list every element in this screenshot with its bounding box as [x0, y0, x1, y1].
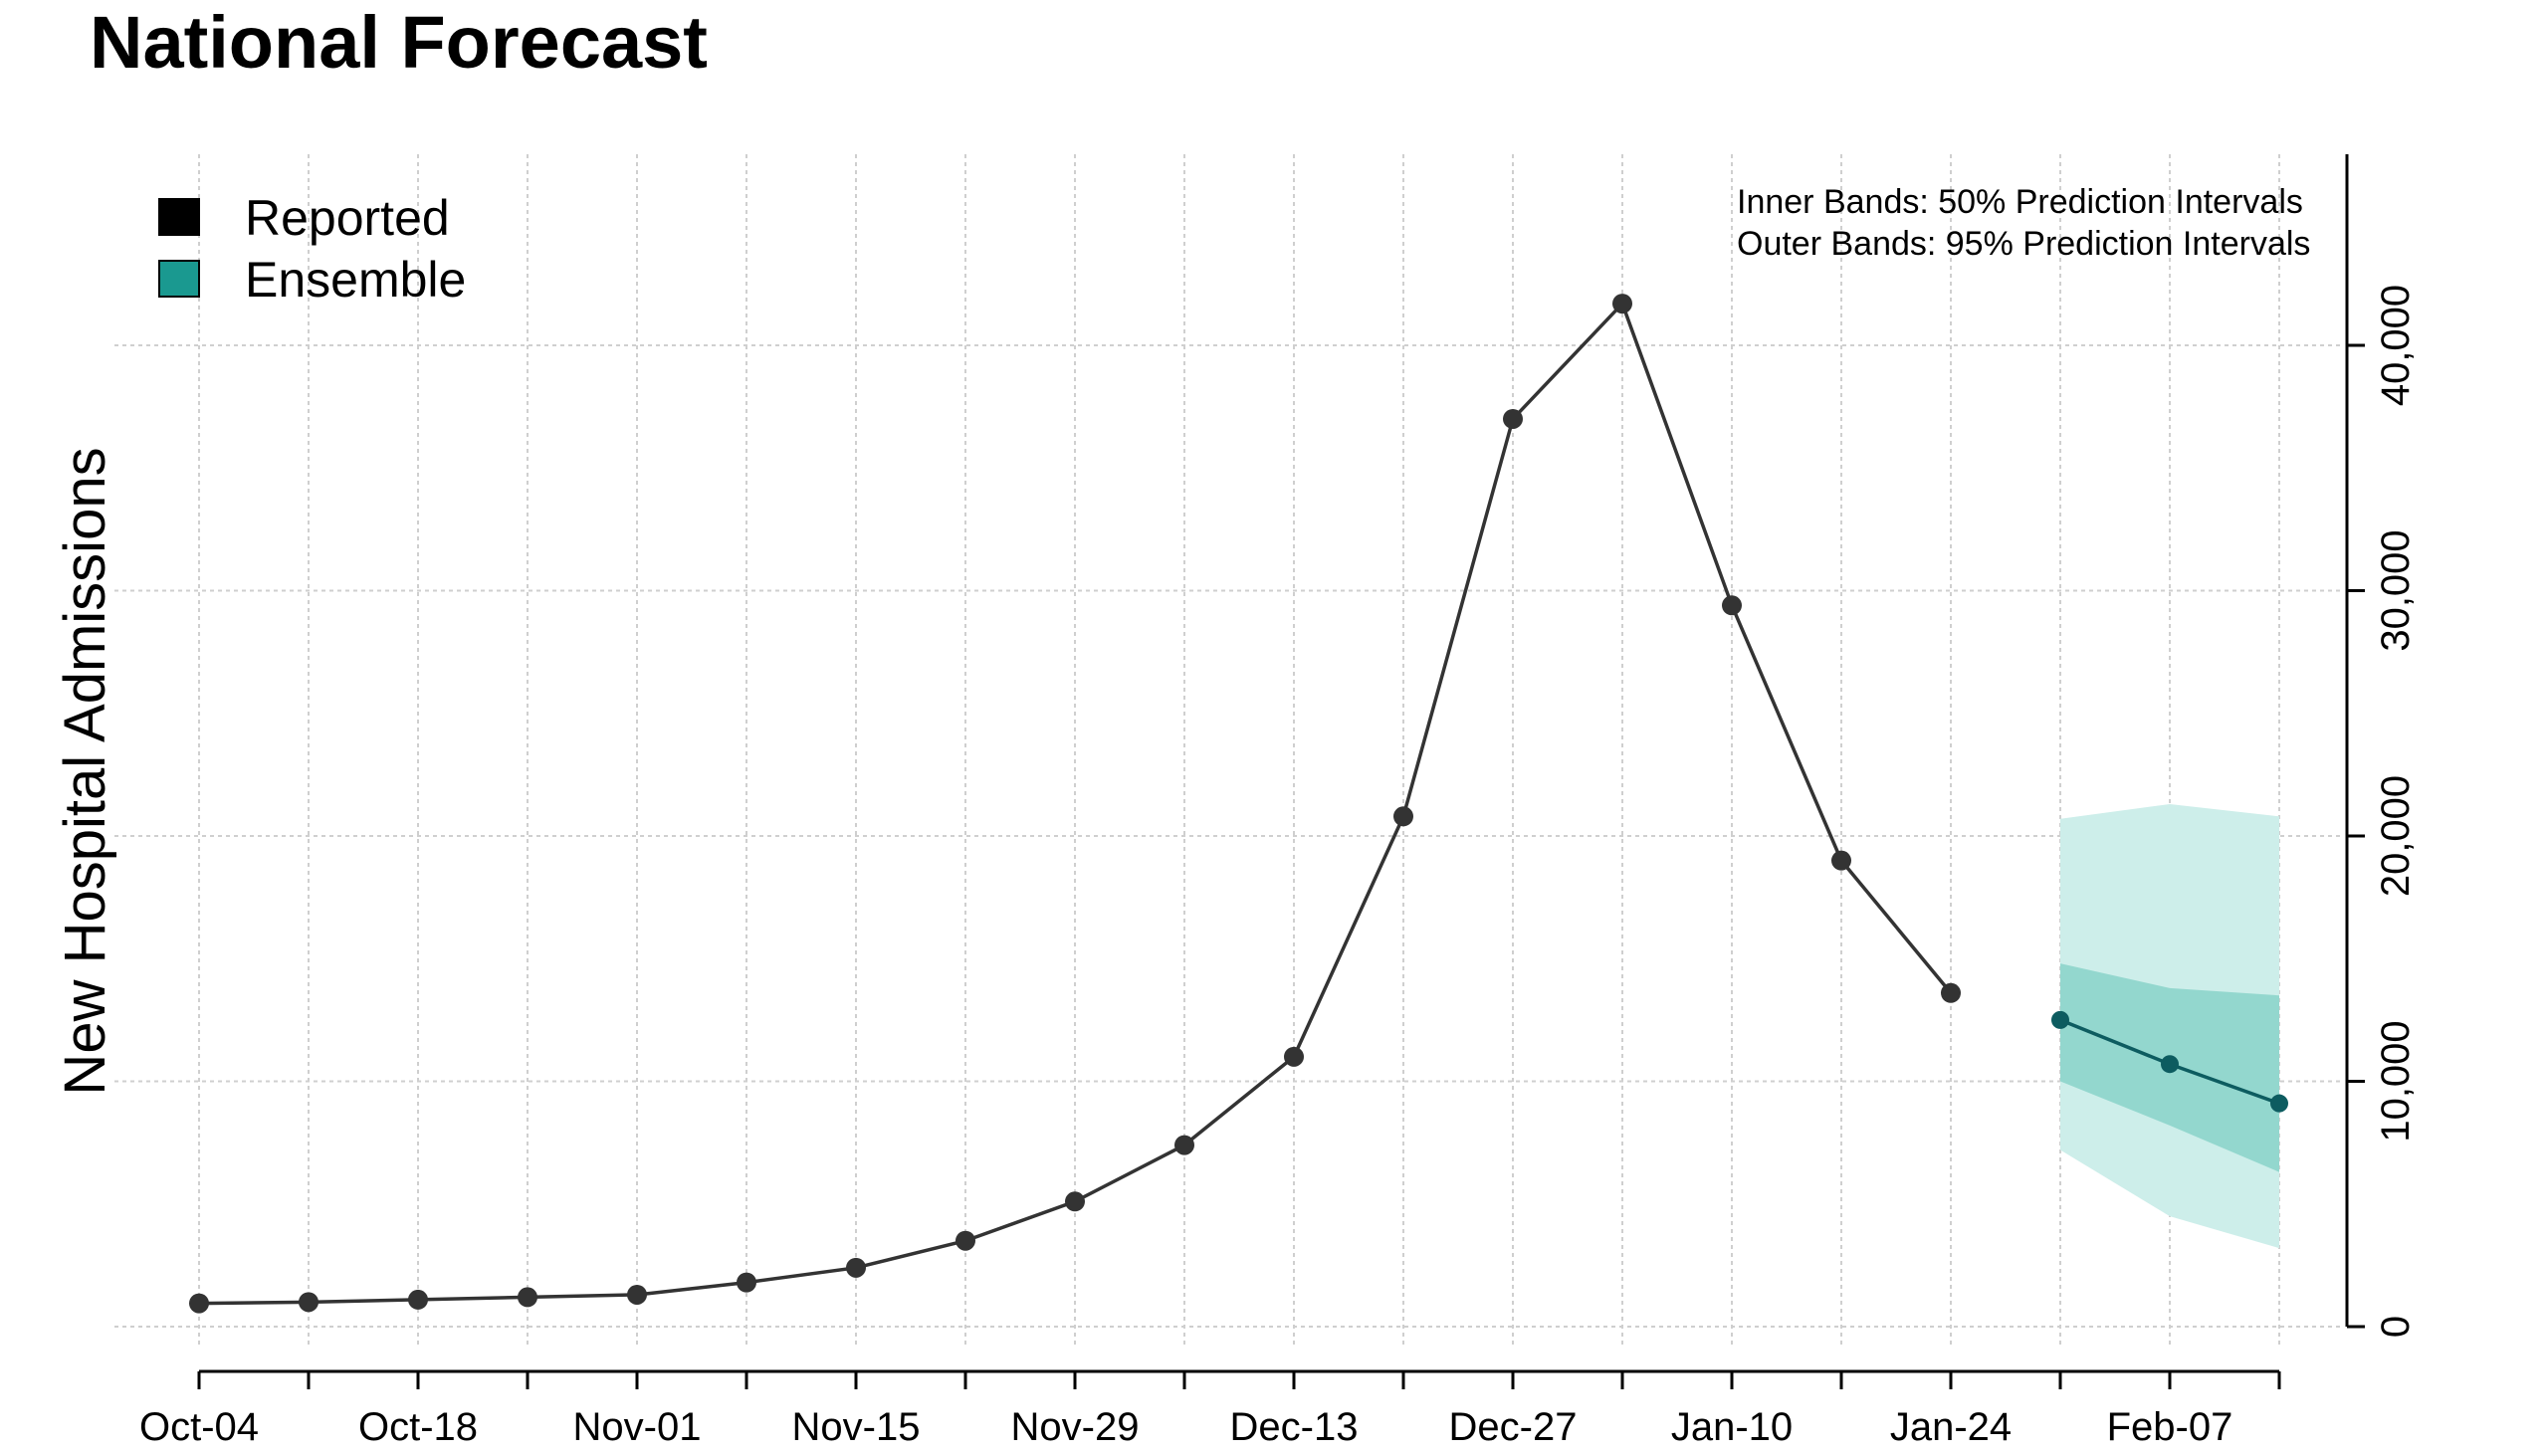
- reported-point: [518, 1287, 537, 1308]
- reported-point: [627, 1284, 647, 1305]
- reported-point: [1284, 1046, 1304, 1067]
- reported-point: [189, 1293, 209, 1314]
- band-layer: [2060, 803, 2279, 1249]
- y-tick-label: 10,000: [2374, 1020, 2418, 1142]
- legend-swatch: [158, 260, 200, 298]
- x-tick-label: Oct-18: [358, 1405, 478, 1449]
- y-tick-label: 0: [2374, 1316, 2418, 1338]
- x-tick-label: Nov-01: [573, 1405, 702, 1449]
- axis-layer: Oct-04 Oct-18 Nov-01 Nov-15 Nov-29 Dec-13 Dec-…: [53, 154, 2418, 1449]
- ensemble-point: [2161, 1055, 2179, 1074]
- y-tick-label: 20,000: [2374, 775, 2418, 897]
- x-tick-label: Dec-27: [1449, 1405, 1578, 1449]
- reported-point: [1831, 850, 1851, 871]
- chart-title: National Forecast: [90, 1, 708, 84]
- reported-point: [1503, 408, 1523, 429]
- reported-point: [846, 1257, 866, 1278]
- legend: Reported Ensemble: [158, 190, 466, 308]
- legend-label: Reported: [245, 190, 450, 246]
- note-text: Outer Bands: 95% Prediction Intervals: [1737, 225, 2310, 263]
- ensemble-point: [2051, 1010, 2069, 1029]
- x-tick-label: Feb-07: [2107, 1405, 2233, 1449]
- notes: Inner Bands: 50% Prediction Intervals Out…: [1737, 183, 2310, 263]
- x-tick-label: Jan-10: [1671, 1405, 1793, 1449]
- reported-point: [1174, 1135, 1194, 1155]
- reported-point: [1941, 982, 1961, 1003]
- series-layer: [189, 294, 2288, 1314]
- y-axis-title: New Hospital Admissions: [53, 447, 117, 1095]
- note-text: Inner Bands: 50% Prediction Intervals: [1737, 183, 2303, 221]
- legend-swatch: [158, 198, 200, 236]
- x-tick-label: Nov-15: [792, 1405, 921, 1449]
- x-tick-label: Dec-13: [1230, 1405, 1359, 1449]
- grid-layer: [114, 154, 2344, 1349]
- x-tick-label: Jan-24: [1890, 1405, 2012, 1449]
- reported-point: [737, 1272, 756, 1293]
- legend-label: Ensemble: [245, 252, 466, 308]
- x-tick-label: Oct-04: [139, 1405, 259, 1449]
- ensemble-point: [2270, 1094, 2288, 1113]
- x-tick-label: Nov-29: [1011, 1405, 1140, 1449]
- y-tick-label: 30,000: [2374, 529, 2418, 651]
- reported-point: [1393, 806, 1413, 827]
- y-tick-label: 40,000: [2374, 285, 2418, 406]
- reported-point: [408, 1289, 428, 1310]
- reported-point: [1065, 1191, 1085, 1212]
- reported-point: [1612, 294, 1632, 314]
- reported-point: [299, 1292, 318, 1313]
- reported-point: [956, 1230, 975, 1251]
- reported-point: [1722, 595, 1742, 616]
